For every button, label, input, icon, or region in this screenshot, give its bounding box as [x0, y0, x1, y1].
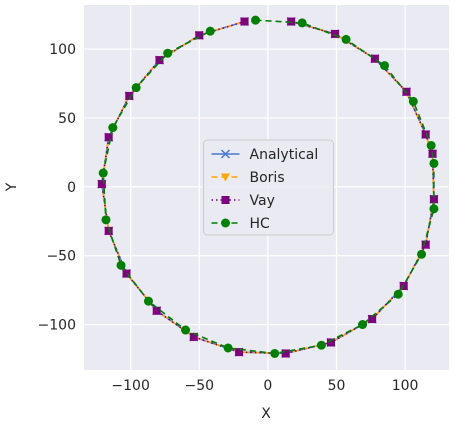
marker [368, 315, 377, 324]
marker [341, 34, 351, 44]
y-tick-label: 100 [49, 42, 76, 58]
x-tick-label: 50 [328, 378, 346, 394]
legend-label: Vay [250, 193, 275, 209]
marker [421, 240, 430, 249]
marker [429, 195, 438, 204]
marker [370, 54, 379, 63]
marker [251, 15, 261, 25]
marker [98, 168, 108, 178]
marker [189, 332, 198, 341]
marker [205, 26, 215, 36]
y-tick-label: 0 [67, 180, 76, 196]
legend-label: Boris [250, 170, 285, 186]
marker [316, 340, 326, 350]
marker [408, 96, 418, 106]
marker [393, 289, 403, 299]
marker [104, 133, 113, 142]
marker [270, 348, 280, 358]
marker [240, 17, 249, 26]
marker [380, 61, 390, 71]
marker [116, 260, 126, 270]
y-tick-label: −100 [38, 318, 76, 334]
marker [429, 158, 439, 168]
marker [104, 226, 113, 235]
x-tick-label: 0 [263, 378, 272, 394]
marker [221, 173, 230, 182]
marker [195, 31, 204, 40]
marker [358, 320, 368, 330]
legend: Analytical Boris Vay HC [203, 139, 334, 236]
marker [326, 338, 335, 347]
marker [429, 204, 439, 214]
marker [426, 140, 436, 150]
marker [181, 325, 191, 335]
marker [97, 180, 106, 189]
series-lines [97, 15, 439, 359]
marker [220, 149, 231, 159]
marker [155, 56, 164, 65]
y-tick-label: −50 [46, 249, 76, 265]
x-tick-label: −100 [111, 378, 149, 394]
legend-box [203, 139, 334, 236]
marker [297, 18, 307, 28]
marker [421, 130, 430, 139]
marker [131, 83, 141, 93]
marker [417, 249, 427, 259]
y-tick-label: 50 [58, 111, 76, 127]
marker [235, 348, 244, 357]
marker [122, 269, 131, 278]
x-tick-label: 100 [392, 378, 419, 394]
marker [101, 215, 111, 225]
marker [223, 343, 233, 353]
y-axis-label: Y [4, 182, 20, 192]
marker [143, 296, 153, 306]
marker [331, 29, 340, 38]
marker [163, 48, 173, 58]
x-tick-label: −50 [184, 378, 214, 394]
marker [152, 306, 161, 315]
marker [281, 349, 290, 358]
x-axis-label: X [261, 406, 271, 422]
marker [108, 123, 118, 133]
marker [221, 218, 230, 228]
marker [125, 91, 134, 100]
marker [221, 196, 230, 204]
legend-label: Analytical [250, 147, 319, 163]
legend-label: HC [250, 216, 271, 232]
